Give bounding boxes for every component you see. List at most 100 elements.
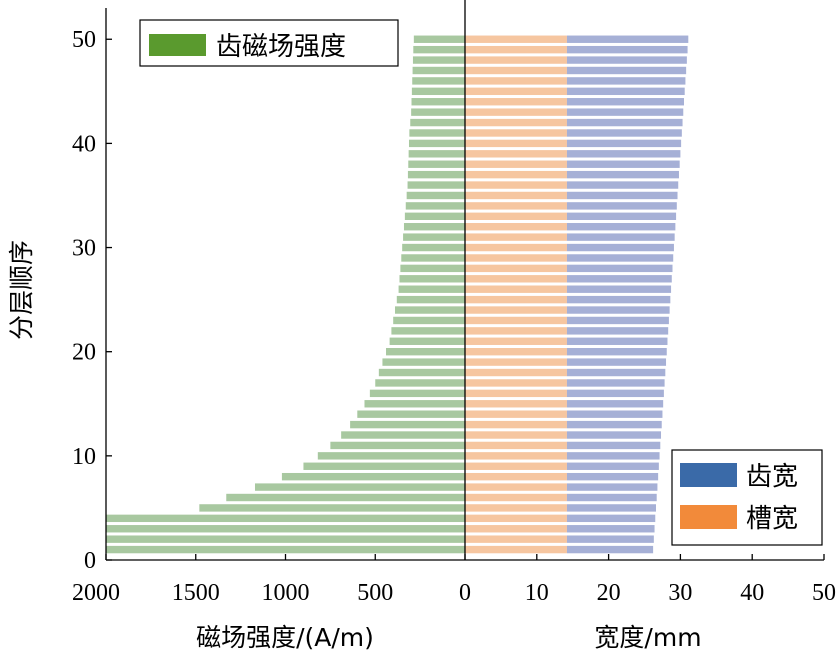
x-left-tick-label-0: 0 xyxy=(459,580,471,606)
bar-slot-width-39 xyxy=(465,150,567,158)
bar-tooth-width-50 xyxy=(566,35,689,43)
bar-tooth-field-11 xyxy=(330,441,465,450)
bar-tooth-field-18 xyxy=(378,368,465,377)
bar-slot-width-1 xyxy=(465,545,567,554)
bar-tooth-field-22 xyxy=(391,327,465,335)
bar-tooth-field-21 xyxy=(389,337,465,345)
bar-tooth-field-37 xyxy=(407,170,465,179)
bar-slot-width-22 xyxy=(465,327,567,335)
bar-tooth-width-29 xyxy=(566,254,674,262)
bar-slot-width-40 xyxy=(465,139,567,148)
bar-slot-width-12 xyxy=(465,431,567,439)
bar-tooth-field-7 xyxy=(254,483,465,491)
bar-slot-width-41 xyxy=(465,129,567,137)
bar-tooth-width-19 xyxy=(566,358,667,366)
bar-slot-width-30 xyxy=(465,243,567,252)
bar-slot-width-20 xyxy=(465,347,567,356)
bar-tooth-field-29 xyxy=(401,254,465,262)
x-right-tick-label-50: 50 xyxy=(812,580,836,606)
bar-slot-width-14 xyxy=(465,410,567,418)
bar-tooth-width-48 xyxy=(566,56,687,64)
bar-tooth-field-3 xyxy=(106,525,465,533)
bar-slot-width-21 xyxy=(465,337,567,345)
bar-tooth-width-24 xyxy=(566,306,670,314)
bar-tooth-field-8 xyxy=(281,472,465,481)
bar-slot-width-11 xyxy=(465,441,567,450)
bar-tooth-field-24 xyxy=(394,306,465,314)
bar-tooth-width-15 xyxy=(566,400,664,408)
bar-tooth-field-10 xyxy=(317,452,465,460)
bar-tooth-width-11 xyxy=(566,441,661,450)
bar-tooth-width-8 xyxy=(566,472,659,481)
bar-slot-width-3 xyxy=(465,525,567,533)
y-axis-label: 分层顺序 xyxy=(7,240,36,340)
bar-tooth-width-40 xyxy=(566,139,682,148)
bar-tooth-width-31 xyxy=(566,233,675,241)
bar-tooth-field-39 xyxy=(408,150,465,158)
bar-slot-width-15 xyxy=(465,400,567,408)
bar-tooth-field-15 xyxy=(364,400,465,408)
bar-slot-width-34 xyxy=(465,202,567,210)
bar-slot-width-38 xyxy=(465,160,567,168)
bar-tooth-field-31 xyxy=(403,233,465,241)
bar-tooth-width-37 xyxy=(566,170,679,179)
bar-tooth-width-34 xyxy=(566,202,677,210)
bar-slot-width-31 xyxy=(465,233,567,241)
legend-left: 齿磁场强度 xyxy=(139,19,399,67)
bar-slot-width-18 xyxy=(465,368,567,377)
bar-slot-width-23 xyxy=(465,316,567,325)
legend-label-tooth-field: 齿磁场强度 xyxy=(216,32,346,62)
bar-tooth-field-35 xyxy=(406,191,465,200)
bar-tooth-width-2 xyxy=(566,535,654,543)
bar-tooth-width-25 xyxy=(566,295,671,304)
bar-slot-width-48 xyxy=(465,56,567,64)
bars-group xyxy=(106,35,689,554)
bar-slot-width-37 xyxy=(465,170,567,179)
y-tick-label-10: 10 xyxy=(72,444,96,470)
bar-tooth-field-20 xyxy=(386,347,465,356)
bar-slot-width-45 xyxy=(465,87,567,96)
bar-tooth-field-41 xyxy=(409,129,465,137)
bar-slot-width-7 xyxy=(465,483,567,491)
bar-tooth-width-36 xyxy=(566,181,679,189)
x-left-tick-label-500: 500 xyxy=(357,580,393,606)
bar-tooth-field-12 xyxy=(341,431,465,439)
bar-slot-width-29 xyxy=(465,254,567,262)
bar-tooth-width-39 xyxy=(566,150,681,158)
bar-tooth-field-23 xyxy=(393,316,465,325)
bar-tooth-field-36 xyxy=(407,181,465,189)
bar-tooth-width-35 xyxy=(566,191,678,200)
bar-tooth-width-46 xyxy=(566,77,686,85)
x-axis-label-right: 宽度/mm xyxy=(594,623,701,652)
y-tick-label-50: 50 xyxy=(72,27,96,53)
bar-tooth-field-30 xyxy=(402,243,465,252)
bar-slot-width-19 xyxy=(465,358,567,366)
bar-tooth-width-20 xyxy=(566,347,667,356)
x-left-tick-label-1500: 1500 xyxy=(172,580,220,606)
bar-tooth-width-18 xyxy=(566,368,666,377)
bar-slot-width-4 xyxy=(465,514,567,523)
bar-tooth-field-40 xyxy=(408,139,465,148)
bar-tooth-width-3 xyxy=(566,525,655,533)
bar-tooth-field-28 xyxy=(400,264,465,273)
bar-tooth-field-49 xyxy=(413,45,465,54)
bar-tooth-field-14 xyxy=(357,410,465,418)
legend-swatch-tooth-width xyxy=(680,463,737,487)
legend-label-slot-width: 槽宽 xyxy=(746,504,798,534)
bar-tooth-width-21 xyxy=(566,337,668,345)
bar-tooth-width-1 xyxy=(566,545,654,554)
bar-slot-width-44 xyxy=(465,98,567,106)
legend-swatch-tooth-field xyxy=(149,34,206,56)
bar-tooth-width-12 xyxy=(566,431,662,439)
bar-tooth-width-42 xyxy=(566,118,683,127)
bar-slot-width-16 xyxy=(465,389,567,398)
bar-tooth-field-5 xyxy=(199,504,465,512)
bar-slot-width-10 xyxy=(465,452,567,460)
bar-tooth-width-49 xyxy=(566,45,688,54)
x-right-tick-label-40: 40 xyxy=(740,580,764,606)
bar-slot-width-5 xyxy=(465,504,567,512)
bar-tooth-field-25 xyxy=(396,295,465,304)
bar-tooth-width-45 xyxy=(566,87,685,96)
x-right-tick-label-30: 30 xyxy=(668,580,692,606)
bar-slot-width-42 xyxy=(465,118,567,127)
